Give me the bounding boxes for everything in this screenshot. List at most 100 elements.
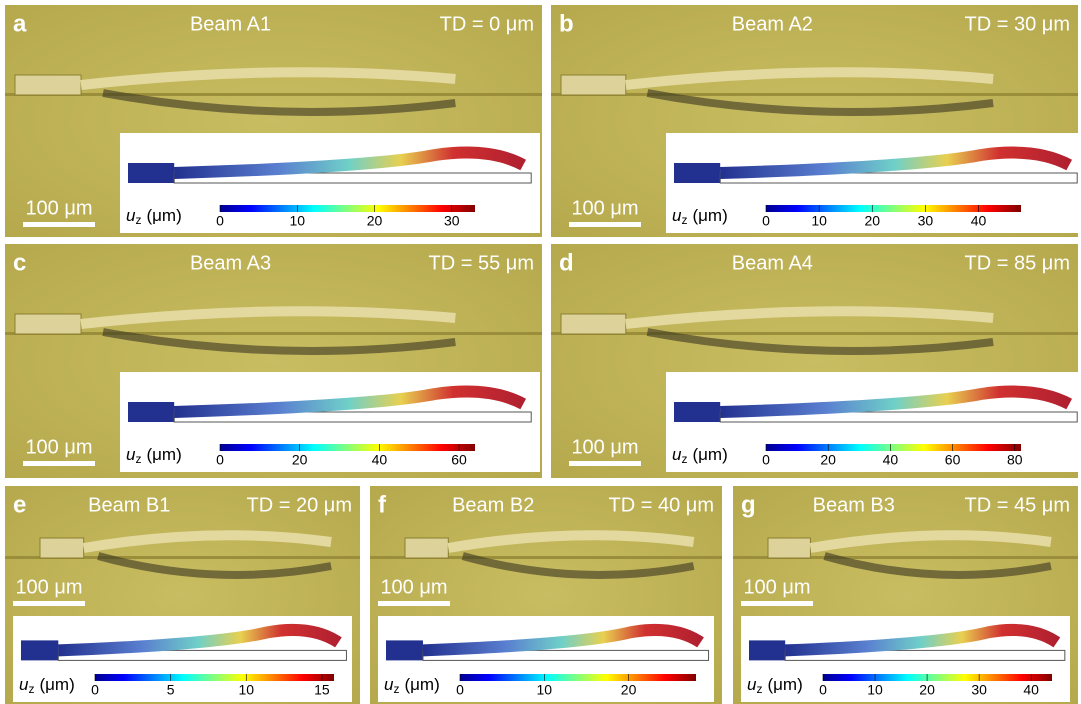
colorbar-tick-label: 10	[238, 682, 254, 698]
colorbar-tick-label: 40	[971, 213, 987, 229]
colorbar-tick-label: 30	[444, 213, 460, 229]
scale-bar	[23, 222, 95, 227]
panel-letter: a	[13, 10, 27, 37]
panel-title: Beam B3	[813, 494, 895, 516]
anchor-pad	[40, 538, 84, 558]
colorbar-tick-label: 20	[864, 213, 880, 229]
panel-letter: e	[13, 491, 26, 518]
substrate-line	[551, 332, 1078, 335]
anchor-pad	[405, 538, 448, 558]
anchor-pad	[15, 314, 81, 334]
colorbar-tick-label: 10	[811, 213, 827, 229]
colorbar-tick-label: 15	[314, 682, 330, 698]
model-anchor	[386, 640, 423, 660]
colorbar-subscript: z	[135, 452, 141, 466]
panel-title: Beam A2	[732, 13, 813, 35]
panel-letter: g	[741, 491, 756, 518]
model-anchor	[749, 640, 785, 660]
colorbar	[220, 444, 475, 451]
colorbar-subscript: z	[28, 682, 34, 696]
colorbar-tick-label: 40	[372, 452, 388, 468]
colorbar-tick-label: 0	[91, 682, 99, 698]
colorbar-tick-label: 0	[819, 682, 827, 698]
substrate-line	[5, 93, 542, 96]
scale-bar	[569, 222, 641, 227]
colorbar-unit: (μm)	[767, 675, 802, 694]
colorbar-tick-label: 0	[762, 213, 770, 229]
colorbar	[766, 444, 1021, 451]
panel-letter: d	[559, 249, 574, 276]
colorbar-unit: (μm)	[692, 445, 727, 464]
figure: a Beam A1 TD = 0 μm 100 μm uz(μm) 0 10 20 30 b Bea…	[0, 0, 1081, 704]
panel-td: TD = 40 μm	[609, 494, 714, 516]
scale-bar	[23, 461, 95, 466]
colorbar-tick-label: 10	[536, 682, 552, 698]
colorbar-tick-label: 0	[762, 452, 770, 468]
model-anchor	[21, 640, 58, 660]
colorbar-tick-label: 20	[621, 682, 637, 698]
model-anchor	[674, 163, 720, 183]
colorbar-tick-label: 60	[451, 452, 467, 468]
colorbar-label: uz(μm)	[19, 675, 75, 696]
colorbar-label: uz(μm)	[126, 445, 182, 466]
panel-td: TD = 30 μm	[965, 13, 1070, 35]
colorbar-tick-label: 20	[367, 213, 383, 229]
panel-letter: b	[559, 10, 574, 37]
colorbar-unit: (μm)	[39, 675, 74, 694]
model-anchor	[128, 402, 174, 422]
colorbar-tick-label: 30	[971, 682, 987, 698]
colorbar-unit: (μm)	[146, 445, 181, 464]
substrate-line	[551, 93, 1078, 96]
scale-bar-label: 100 μm	[25, 436, 92, 458]
substrate-line	[5, 332, 542, 335]
colorbar-tick-label: 60	[945, 452, 961, 468]
panel-td: TD = 85 μm	[965, 252, 1070, 274]
colorbar-tick-label: 0	[216, 452, 224, 468]
colorbar-label: uz(μm)	[747, 675, 803, 696]
anchor-pad	[15, 75, 81, 95]
colorbar-tick-label: 10	[867, 682, 883, 698]
colorbar-tick-label: 40	[883, 452, 899, 468]
anchor-pad	[561, 75, 626, 95]
colorbar-subscript: z	[393, 682, 399, 696]
colorbar-subscript: z	[681, 452, 687, 466]
panel-title: Beam A4	[732, 252, 813, 274]
scale-bar	[378, 601, 450, 606]
scale-bar	[13, 601, 85, 606]
colorbar-tick-label: 40	[1023, 682, 1039, 698]
model-anchor	[674, 402, 720, 422]
anchor-pad	[768, 538, 810, 558]
scale-bar	[569, 461, 641, 466]
anchor-pad	[561, 314, 626, 334]
panel-title: Beam B1	[88, 494, 170, 516]
colorbar-tick-label: 80	[1007, 452, 1023, 468]
colorbar-label: uz(μm)	[672, 206, 728, 227]
colorbar-unit: (μm)	[146, 206, 181, 225]
scale-bar-label: 100 μm	[743, 576, 810, 598]
colorbar-label: uz(μm)	[384, 675, 440, 696]
panel-td: TD = 20 μm	[247, 494, 352, 516]
colorbar-tick-label: 10	[289, 213, 305, 229]
colorbar	[95, 674, 334, 681]
colorbar-tick-label: 0	[216, 213, 224, 229]
model-anchor	[128, 163, 174, 183]
colorbar-label: uz(μm)	[672, 445, 728, 466]
colorbar-tick-label: 20	[292, 452, 308, 468]
scale-bar-label: 100 μm	[15, 576, 82, 598]
scale-bar-label: 100 μm	[571, 436, 638, 458]
scale-bar	[741, 601, 813, 606]
panel-title: Beam A3	[190, 252, 271, 274]
panel-td: TD = 0 μm	[440, 13, 534, 35]
scale-bar-label: 100 μm	[571, 197, 638, 219]
panel-letter: f	[378, 491, 387, 518]
scale-bar-label: 100 μm	[380, 576, 447, 598]
colorbar-unit: (μm)	[404, 675, 439, 694]
panel-title: Beam B2	[452, 494, 534, 516]
colorbar-tick-label: 20	[820, 452, 836, 468]
colorbar-tick-label: 5	[167, 682, 175, 698]
colorbar	[823, 674, 1052, 681]
colorbar	[220, 205, 475, 212]
panel-title: Beam A1	[190, 13, 271, 35]
colorbar-subscript: z	[681, 213, 687, 227]
colorbar-subscript: z	[756, 682, 762, 696]
